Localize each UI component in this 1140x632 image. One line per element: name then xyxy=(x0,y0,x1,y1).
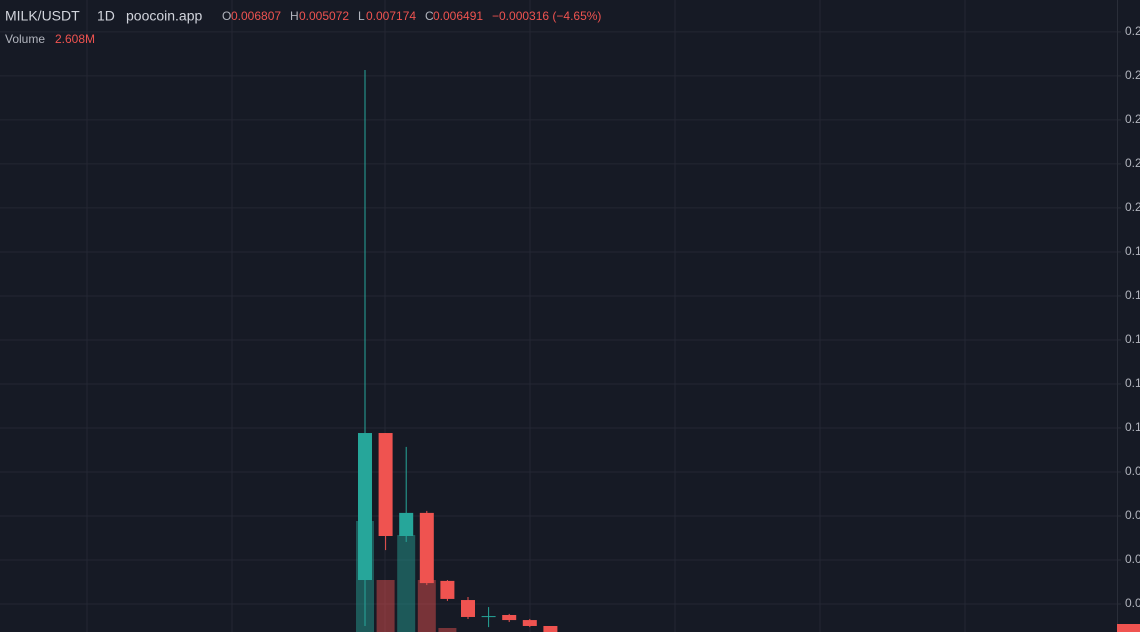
candle-body xyxy=(502,614,517,621)
grid xyxy=(0,31,1117,605)
y-tick-label: 0.1 xyxy=(1125,420,1140,434)
candle-body xyxy=(399,512,414,537)
c-label: C xyxy=(425,9,434,23)
candle-body xyxy=(358,433,372,581)
o-label: O xyxy=(222,9,231,23)
y-tick-label: 0.1 xyxy=(1125,244,1140,258)
y-tick-label: 0.1 xyxy=(1125,376,1140,390)
y-tick-label: 0.2 xyxy=(1125,24,1140,38)
candle-body xyxy=(440,580,455,599)
y-tick-label: 0.2 xyxy=(1125,200,1140,214)
y-tick-label: 0.2 xyxy=(1125,156,1140,170)
o-value: 0.006807 xyxy=(231,9,281,23)
interval: 1D xyxy=(97,8,115,24)
source: poocoin.app xyxy=(126,8,203,24)
c-value: 0.006491 xyxy=(433,9,483,23)
volume-label: Volume xyxy=(5,32,45,46)
volume-value: 2.608M xyxy=(55,32,95,46)
candle-body xyxy=(543,625,558,632)
last-price-tag xyxy=(1117,624,1140,632)
volume-bar xyxy=(397,535,416,632)
h-value: 0.005072 xyxy=(299,9,349,23)
candles xyxy=(358,69,558,632)
y-tick-label: 0.0 xyxy=(1125,508,1140,522)
l-value: 0.007174 xyxy=(366,9,416,23)
y-tick-label: 0.1 xyxy=(1125,332,1140,346)
symbol: MILK/USDT xyxy=(5,8,80,24)
h-label: H xyxy=(290,9,299,23)
candle-body xyxy=(481,616,496,618)
y-tick-label: 0.0 xyxy=(1125,464,1140,478)
candle-body xyxy=(378,433,393,537)
l-label: L xyxy=(358,9,365,23)
y-tick-label: 0.2 xyxy=(1125,68,1140,82)
volume-bar xyxy=(376,580,395,632)
y-tick-label: 0.0 xyxy=(1125,596,1140,610)
y-tick-label: 0.1 xyxy=(1125,288,1140,302)
y-tick-label: 0.2 xyxy=(1125,112,1140,126)
candle-body xyxy=(419,512,434,584)
volume-bar xyxy=(438,628,457,632)
vertical-grid xyxy=(86,0,966,632)
volume-bar xyxy=(417,580,436,632)
y-tick-label: 0.0 xyxy=(1125,552,1140,566)
change: −0.000316 (−4.65%) xyxy=(492,9,601,23)
candle-body xyxy=(522,620,537,626)
price-axis: 0.2 0.2 0.2 0.2 0.2 0.1 0.1 0.1 0.1 0.1 0.0 0.0 0.0 0… xyxy=(1117,24,1140,610)
candle-body xyxy=(461,600,475,617)
